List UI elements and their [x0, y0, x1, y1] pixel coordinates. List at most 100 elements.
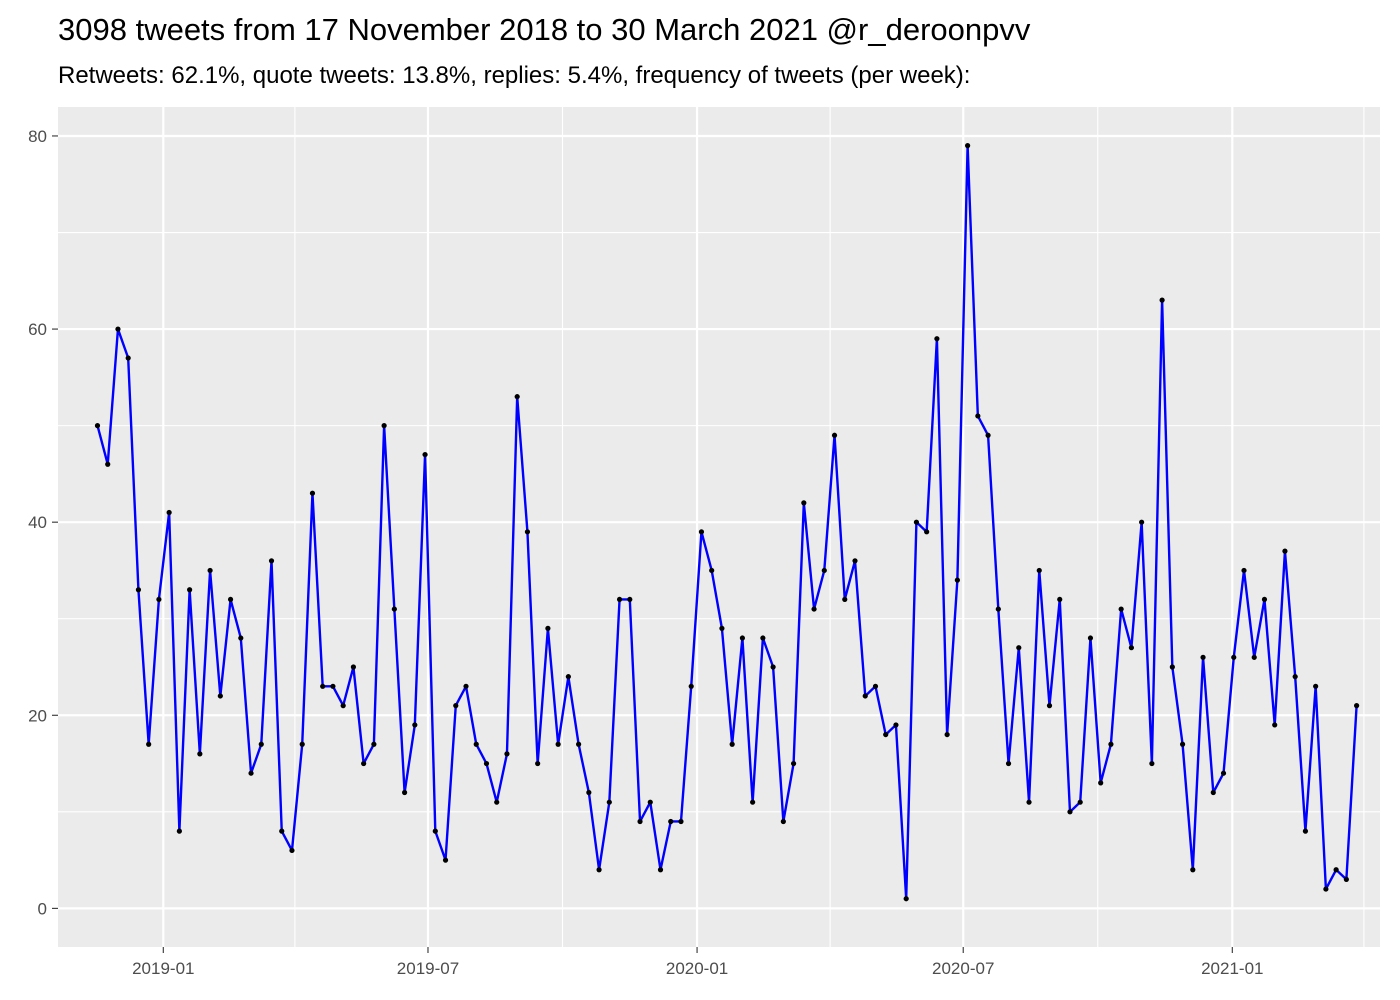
data-point — [176, 828, 182, 834]
data-point — [1251, 654, 1257, 660]
data-point — [340, 703, 346, 709]
data-point — [217, 693, 223, 699]
data-point — [1098, 780, 1104, 786]
data-point — [94, 423, 101, 429]
data-point — [596, 867, 602, 873]
data-point — [248, 770, 254, 776]
data-point — [371, 741, 377, 747]
data-point — [750, 799, 756, 805]
data-point — [381, 423, 387, 429]
data-point — [207, 567, 213, 574]
data-point — [1292, 674, 1298, 680]
data-point — [565, 674, 571, 680]
data-point — [1179, 741, 1186, 747]
data-point — [453, 703, 459, 709]
data-point — [473, 741, 479, 747]
data-point — [238, 635, 244, 641]
data-point — [1220, 770, 1227, 776]
data-point — [801, 500, 807, 506]
series-line — [96, 144, 1358, 900]
data-point — [105, 461, 111, 467]
data-point — [586, 789, 592, 796]
data-point — [1149, 760, 1155, 767]
data-point — [616, 596, 623, 603]
data-point — [688, 683, 694, 689]
y-tick-label: 20 — [28, 706, 47, 725]
series-layer — [96, 144, 1358, 900]
chart-title: 3098 tweets from 17 November 2018 to 30 … — [58, 12, 1031, 47]
data-point — [606, 799, 612, 805]
data-point — [197, 751, 203, 757]
data-point — [1087, 635, 1094, 641]
data-point — [883, 731, 889, 738]
data-point — [1261, 596, 1268, 603]
data-point — [1272, 722, 1278, 728]
data-point — [790, 760, 797, 767]
data-point — [432, 828, 438, 834]
data-point — [1190, 867, 1196, 873]
data-point — [1046, 703, 1053, 709]
data-point — [719, 625, 725, 631]
data-point — [760, 635, 766, 641]
data-point — [1343, 876, 1349, 883]
data-point — [463, 683, 469, 689]
data-point — [258, 741, 264, 747]
data-point — [657, 867, 664, 873]
data-point — [412, 722, 418, 728]
data-point — [1067, 809, 1073, 815]
data-point — [524, 529, 531, 535]
data-point — [637, 818, 643, 825]
data-point — [320, 683, 326, 689]
y-tick-label: 0 — [38, 899, 47, 918]
data-point — [299, 741, 305, 747]
data-point — [770, 664, 776, 670]
minor-gridlines — [58, 107, 1380, 947]
data-point — [995, 606, 1001, 612]
data-point — [289, 847, 295, 854]
data-point — [924, 529, 930, 535]
data-point — [1077, 799, 1083, 805]
data-point — [1169, 664, 1175, 670]
data-point — [709, 567, 715, 574]
data-point — [872, 683, 879, 689]
data-point — [135, 587, 142, 593]
data-point — [576, 741, 582, 747]
data-point — [821, 567, 827, 574]
data-point — [309, 490, 316, 496]
data-point — [1036, 567, 1042, 574]
data-point — [146, 741, 152, 747]
data-point — [739, 635, 746, 641]
data-point — [330, 683, 336, 689]
data-point — [1139, 519, 1145, 525]
data-point — [125, 355, 131, 361]
data-point — [535, 760, 541, 767]
data-point — [729, 741, 735, 747]
data-point — [545, 625, 551, 631]
data-point — [1313, 683, 1319, 689]
y-tick-label: 40 — [28, 513, 47, 532]
data-point — [1323, 886, 1329, 892]
data-point — [985, 432, 991, 438]
data-point — [1108, 741, 1114, 747]
data-point — [401, 789, 408, 796]
data-point — [442, 857, 449, 863]
data-point — [811, 606, 817, 612]
data-point — [862, 693, 868, 699]
data-point — [1016, 645, 1022, 651]
points-layer — [94, 143, 1360, 902]
data-point — [842, 596, 848, 603]
data-point — [279, 828, 285, 834]
data-point — [391, 606, 397, 612]
x-tick-label: 2019-01 — [132, 959, 194, 978]
data-point — [1231, 654, 1237, 660]
data-point — [852, 558, 858, 564]
data-point — [975, 413, 981, 419]
data-point — [965, 143, 971, 149]
data-point — [514, 394, 520, 400]
data-point — [1128, 645, 1134, 651]
data-point — [780, 818, 786, 825]
data-point — [483, 760, 490, 767]
data-point — [156, 596, 162, 603]
data-point — [698, 529, 705, 535]
